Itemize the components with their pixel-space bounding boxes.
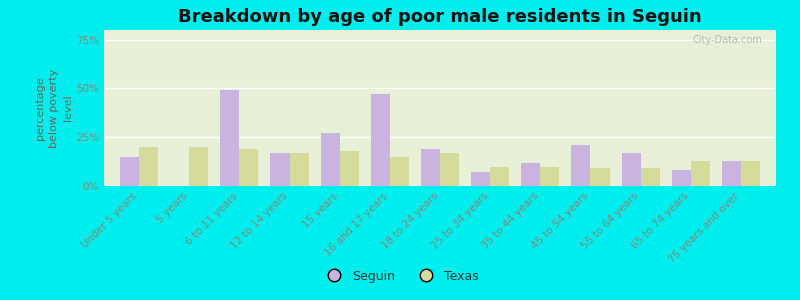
Bar — [440, 153, 459, 186]
Bar — [321, 133, 340, 186]
Bar — [741, 161, 760, 186]
Bar — [571, 145, 590, 186]
Bar — [139, 147, 158, 186]
Bar — [490, 167, 510, 186]
Bar — [190, 147, 208, 186]
Bar — [622, 153, 641, 186]
Legend: Seguin, Texas: Seguin, Texas — [317, 265, 483, 288]
Bar — [690, 161, 710, 186]
Title: Breakdown by age of poor male residents in Seguin: Breakdown by age of poor male residents … — [178, 8, 702, 26]
Bar — [471, 172, 490, 186]
Bar — [522, 163, 540, 186]
Y-axis label: percentage
below poverty
level: percentage below poverty level — [35, 68, 74, 148]
Bar — [590, 168, 610, 186]
Bar — [239, 149, 258, 186]
Bar — [390, 157, 409, 186]
Bar — [722, 161, 741, 186]
Bar — [220, 90, 239, 186]
Bar — [672, 170, 690, 186]
Bar — [641, 168, 660, 186]
Text: City-Data.com: City-Data.com — [693, 35, 762, 45]
Bar — [370, 94, 390, 186]
Bar — [421, 149, 440, 186]
Bar — [290, 153, 309, 186]
Bar — [120, 157, 139, 186]
Bar — [270, 153, 290, 186]
Bar — [340, 151, 358, 186]
Bar — [540, 167, 559, 186]
